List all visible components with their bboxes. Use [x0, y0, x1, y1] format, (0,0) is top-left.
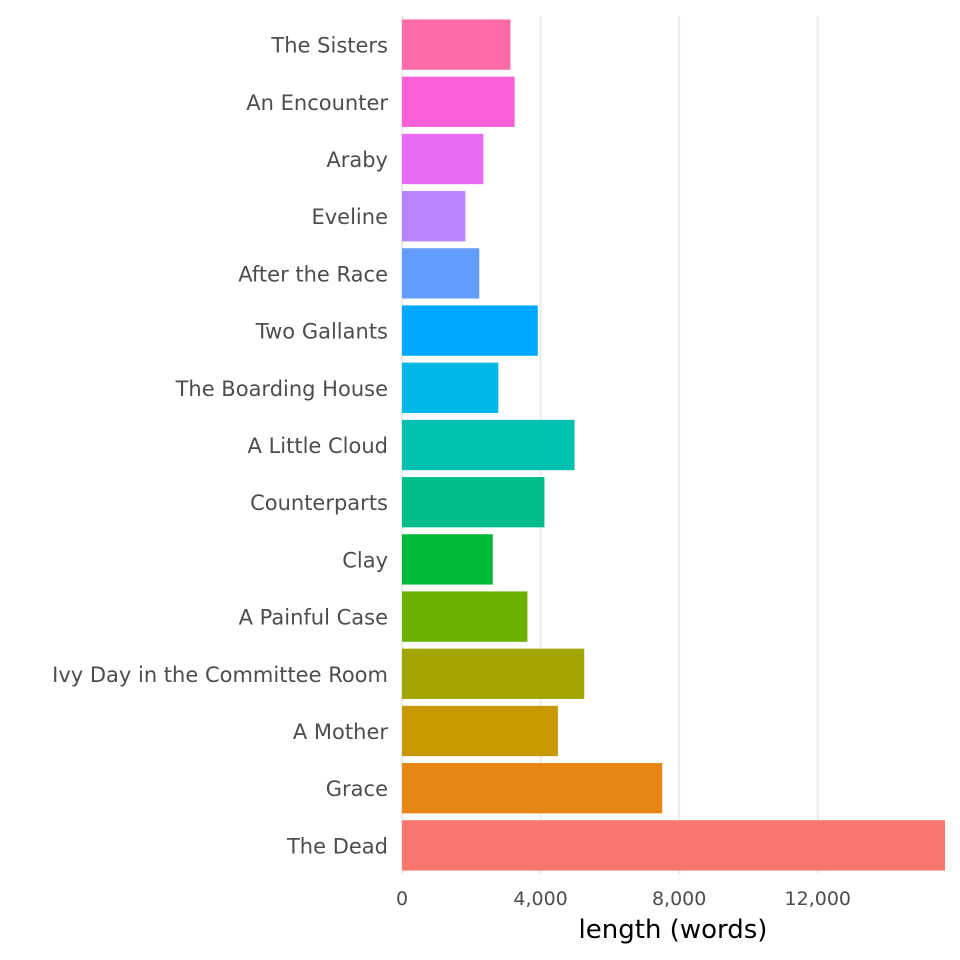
bar-the-sisters	[402, 19, 511, 70]
bar-ivy-day-in-the-committee-room	[402, 648, 585, 699]
bar-the-dead	[402, 820, 945, 871]
bar-a-little-cloud	[402, 419, 575, 471]
category-label: An Encounter	[246, 91, 388, 115]
x-tick-labels: 0 4,000 8,000 12,000	[396, 888, 851, 910]
category-label: Araby	[326, 148, 388, 172]
bar-araby	[402, 133, 484, 185]
category-label: Two Gallants	[255, 320, 388, 344]
category-label: The Sisters	[270, 34, 388, 58]
category-label: The Dead	[286, 834, 388, 858]
x-tick-label: 8,000	[652, 888, 706, 910]
bar-after-the-race	[402, 248, 480, 299]
category-label: Eveline	[311, 205, 388, 229]
bar-an-encounter	[402, 76, 515, 127]
bar-two-gallants	[402, 305, 538, 356]
x-tick-label: 12,000	[785, 888, 851, 910]
bar-a-painful-case	[402, 591, 528, 642]
category-label: Ivy Day in the Committee Room	[52, 663, 388, 687]
category-label: The Boarding House	[175, 377, 388, 401]
category-label: A Painful Case	[239, 606, 388, 630]
bars	[402, 19, 945, 871]
x-tick-label: 4,000	[513, 888, 567, 910]
x-axis-title: length (words)	[579, 915, 768, 945]
category-label: Counterparts	[250, 491, 388, 515]
category-labels: The Sisters An Encounter Araby Eveline After…	[52, 34, 388, 859]
category-label: Grace	[326, 777, 388, 801]
category-label: After the Race	[238, 262, 388, 286]
x-tick-label: 0	[396, 888, 408, 910]
bar-grace	[402, 763, 663, 814]
bar-a-mother	[402, 705, 558, 757]
bar-eveline	[402, 191, 466, 242]
category-label: Clay	[342, 548, 388, 572]
bar-clay	[402, 534, 493, 585]
category-label: A Mother	[293, 720, 388, 744]
bar-the-boarding-house	[402, 362, 499, 413]
category-label: A Little Cloud	[248, 434, 388, 458]
bar-counterparts	[402, 477, 545, 528]
